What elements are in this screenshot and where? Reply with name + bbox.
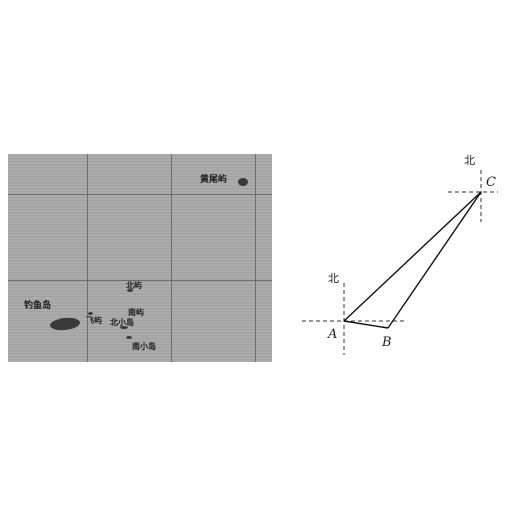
map-grid-line [171,154,172,362]
segment-ab [343,320,389,329]
nanxiao-island-shape [126,336,132,339]
label-beixiao: 北小岛 [110,318,134,327]
north-label-c: 北 [464,154,475,167]
beiyu-island-shape [127,289,133,292]
point-b-label: B [381,335,392,350]
label-nanxiao: 南小岛 [132,342,156,351]
north-label-a: 北 [328,272,339,285]
map-grid-line [255,154,256,362]
segment-ac [343,191,482,322]
bearing-diagram: 北 北 A B C [302,154,498,355]
map-grid-line [87,154,88,362]
point-a-label: A [327,327,337,342]
map-grid-line [8,194,272,195]
label-feiyu: 飞屿 [86,316,102,325]
segment-bc [387,191,482,329]
label-huangwei: 黄尾屿 [200,175,228,185]
label-diaoyu: 钓鱼岛 [24,301,52,311]
point-c-label: C [486,175,496,190]
beixiao-island-shape [120,326,128,329]
label-beiyu: 北屿 [126,281,142,290]
huangwei-island-shape [238,178,248,186]
map-grid-line [8,280,272,281]
label-nanyu: 南屿 [128,308,144,317]
feiyu-island-shape [88,312,93,315]
island-map: 钓鱼岛 飞屿 北屿 南屿 北小岛 南小岛 黄尾屿 [8,154,272,362]
diaoyu-island-shape [49,316,81,332]
